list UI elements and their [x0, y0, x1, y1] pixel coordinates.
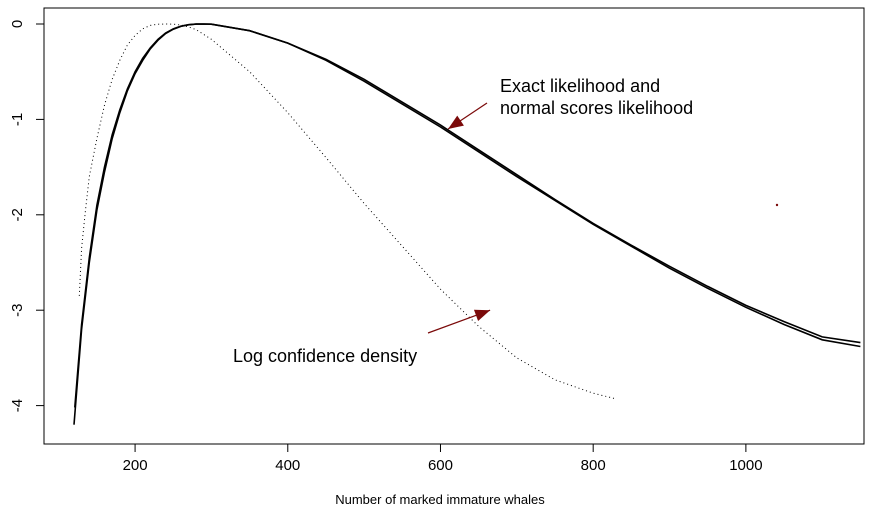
series-layer	[73, 23, 861, 425]
x-axis: 200 400 600 800 1000	[123, 444, 763, 474]
y-tick-label: -4	[9, 399, 26, 412]
annotation-text: Log confidence density	[233, 346, 417, 366]
annotation-text: Exact likelihood and	[500, 76, 660, 96]
x-tick-label: 400	[275, 457, 300, 474]
plot-frame	[43, 7, 865, 445]
y-tick-label: -2	[9, 208, 26, 221]
y-axis: 0 -1 -2 -3 -4	[9, 20, 44, 412]
annotation-arrow-head	[448, 115, 464, 129]
annotation-text: normal scores likelihood	[500, 98, 693, 118]
y-tick-label: -1	[9, 113, 26, 126]
x-axis-title: Number of marked immature whales	[335, 492, 545, 507]
annotation-arrow-head	[473, 309, 491, 322]
x-tick-label: 200	[123, 457, 148, 474]
series-line-2	[74, 23, 861, 408]
x-tick-label: 1000	[729, 457, 762, 474]
stray-mark	[775, 203, 779, 207]
series-line-1	[73, 23, 861, 425]
y-tick-label: -3	[9, 304, 26, 317]
x-tick-label: 800	[581, 457, 606, 474]
x-tick-label: 600	[428, 457, 453, 474]
y-tick-label: 0	[9, 20, 26, 28]
